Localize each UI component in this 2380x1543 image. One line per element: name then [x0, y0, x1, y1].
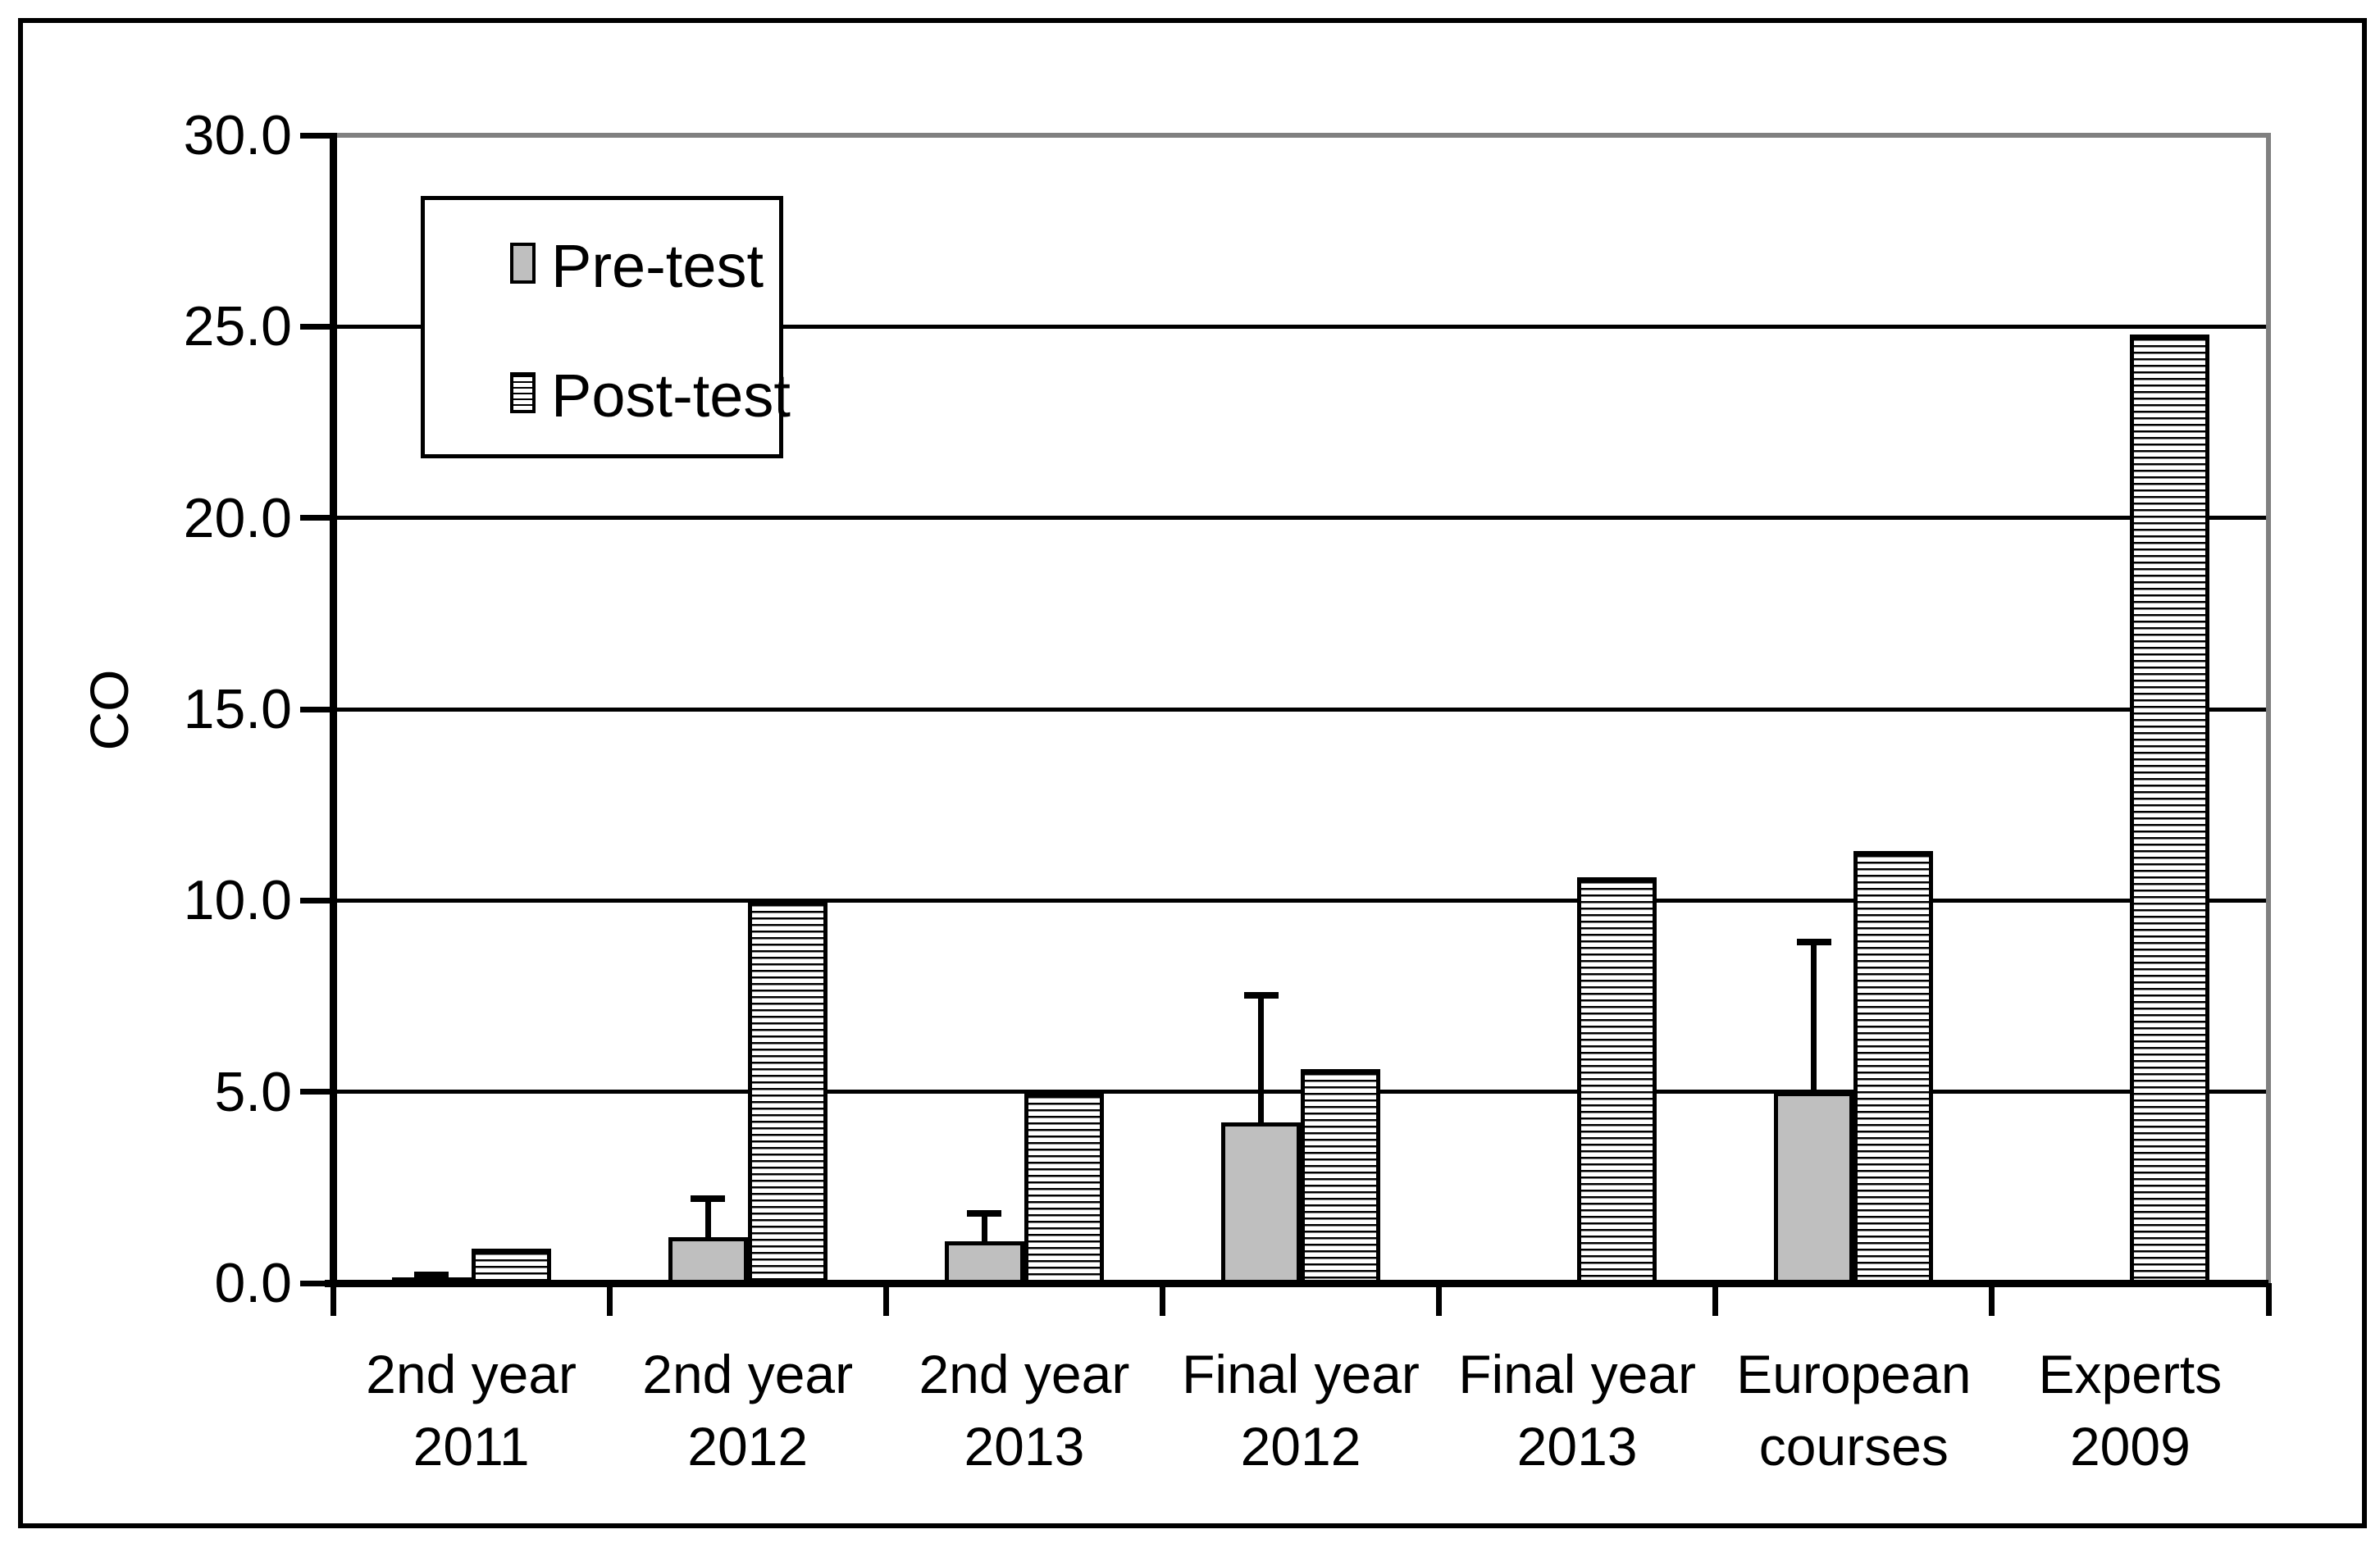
- x-category-label: Experts 2009: [1917, 1338, 2343, 1482]
- gridline: [333, 516, 2268, 521]
- y-axis-tick: [300, 706, 333, 712]
- y-axis-tick: [300, 1280, 333, 1286]
- pre-test-bar: [668, 1237, 748, 1286]
- plot-frame-top: [333, 133, 2268, 138]
- pre-test-bar: [1774, 1091, 1854, 1286]
- x-axis-tick: [2265, 1283, 2272, 1316]
- post-test-legend-swatch: [510, 372, 536, 413]
- post-test-bar: [2130, 334, 2210, 1286]
- pre-test-bar: [1221, 1122, 1301, 1286]
- y-axis-line: [330, 133, 337, 1287]
- post-test-bar: [747, 900, 828, 1286]
- x-category-label-line1: Final year: [1458, 1344, 1696, 1404]
- figure-border: [18, 18, 2367, 1528]
- x-axis-tick: [606, 1283, 613, 1316]
- x-category-label-line1: Final year: [1182, 1344, 1420, 1404]
- y-axis-tick-label: 20.0: [183, 486, 292, 549]
- y-axis-tick: [300, 132, 333, 139]
- y-axis-tick-label: 0.0: [214, 1252, 292, 1314]
- x-category-label-line2: 2013: [964, 1416, 1085, 1477]
- error-bar-line: [1258, 992, 1264, 1122]
- gridline: [333, 707, 2268, 712]
- post-test-bar: [1301, 1068, 1380, 1286]
- plot-frame-right: [2266, 133, 2271, 1286]
- y-axis-tick-label: 25.0: [183, 295, 292, 358]
- x-axis-line: [325, 1280, 2268, 1287]
- y-axis-tick-label: 5.0: [214, 1060, 292, 1123]
- x-category-label-line2: courses: [1758, 1416, 1949, 1477]
- pre-test-legend-label: Pre-test: [551, 232, 764, 300]
- post-test-bar: [1577, 877, 1657, 1286]
- y-axis-tick: [300, 515, 333, 521]
- y-axis-tick-label: 10.0: [183, 869, 292, 932]
- y-axis-tick: [300, 897, 333, 903]
- error-bar-line: [704, 1195, 711, 1237]
- legend-box: Pre-test Post-test: [421, 196, 791, 458]
- x-axis-tick: [330, 1283, 336, 1316]
- x-category-label: 2nd year 2013: [811, 1338, 1238, 1482]
- x-category-label: 2nd year 2012: [535, 1338, 961, 1482]
- x-category-label: Final year 2013: [1364, 1338, 1790, 1482]
- x-category-label-line1: Experts: [2038, 1344, 2223, 1404]
- post-test-bar: [1024, 1091, 1104, 1286]
- error-bar-cap: [1796, 939, 1831, 945]
- x-category-label-line2: 2013: [1516, 1416, 1638, 1477]
- x-axis-tick: [882, 1283, 889, 1316]
- x-category-label-line1: European: [1736, 1344, 1972, 1404]
- x-category-label-line1: 2nd year: [642, 1344, 854, 1404]
- pre-test-legend-swatch: [510, 243, 536, 284]
- x-axis-tick: [1712, 1283, 1719, 1316]
- x-axis-tick: [1436, 1283, 1443, 1316]
- x-axis-tick: [1159, 1283, 1165, 1316]
- x-category-label: European courses: [1640, 1338, 2067, 1482]
- x-category-label-line2: 2012: [1240, 1416, 1361, 1477]
- y-axis-tick: [300, 1089, 333, 1095]
- error-bar-cap: [414, 1272, 449, 1278]
- x-axis-tick: [1989, 1283, 1995, 1316]
- gridline: [333, 324, 2268, 329]
- error-bar-cap: [691, 1195, 726, 1202]
- x-category-label-line2: 2012: [687, 1416, 809, 1477]
- y-axis-tick: [300, 323, 333, 330]
- x-category-label-line2: 2009: [2069, 1416, 2191, 1477]
- error-bar-cap: [967, 1210, 1002, 1218]
- post-test-bar: [1853, 850, 1934, 1286]
- x-category-label: Final year 2012: [1087, 1338, 1514, 1482]
- error-bar-cap: [1243, 992, 1279, 999]
- error-bar-line: [1811, 939, 1817, 1092]
- gridline: [333, 898, 2268, 903]
- post-test-legend-label: Post-test: [551, 362, 791, 430]
- x-category-label-line1: 2nd year: [366, 1344, 577, 1404]
- y-axis-tick-label: 30.0: [183, 104, 292, 166]
- error-bar-line: [981, 1210, 987, 1241]
- x-category-label-line2: 2011: [413, 1416, 530, 1477]
- x-category-label-line1: 2nd year: [919, 1344, 1130, 1404]
- x-category-label: 2nd year 2011: [258, 1338, 685, 1482]
- y-axis-tick-label: 15.0: [183, 678, 292, 740]
